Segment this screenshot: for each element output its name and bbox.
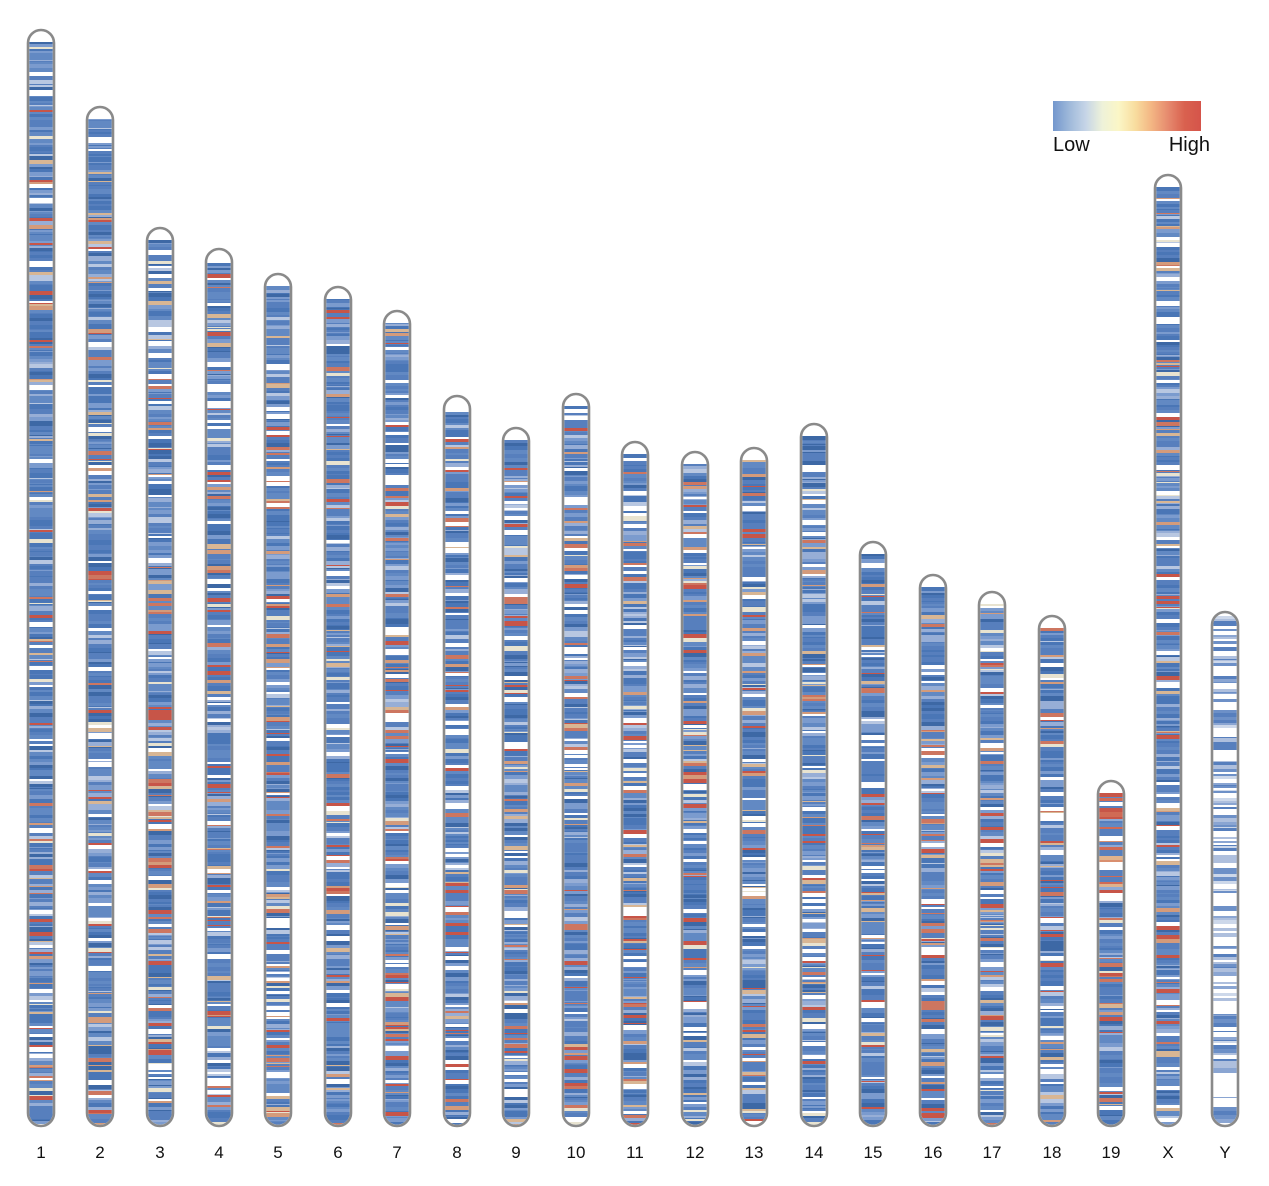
chromosome-1-bands xyxy=(29,42,53,1125)
chromosome-16-bands xyxy=(921,587,945,1125)
chromosome-16-outline xyxy=(918,573,948,1128)
chromosome-11: 11 xyxy=(620,440,650,1162)
chromosome-4-bands xyxy=(207,261,231,1125)
chromosome-3: 3 xyxy=(145,226,175,1162)
legend-gradient-bar xyxy=(1053,101,1201,131)
chromosome-Y: Y xyxy=(1210,610,1240,1162)
chromosome-11-outline xyxy=(620,440,650,1128)
chromosome-label: 16 xyxy=(924,1143,943,1162)
chromosome-9-outline xyxy=(501,426,531,1128)
legend-low-label: Low xyxy=(1053,134,1090,156)
chromosome-label: 9 xyxy=(511,1143,520,1162)
chromosome-label: 10 xyxy=(567,1143,586,1162)
chromosome-15-outline xyxy=(858,540,888,1128)
chromosome-17-bands xyxy=(980,604,1004,1125)
chromosome-label: 7 xyxy=(392,1143,401,1162)
chromosome-7-outline xyxy=(382,309,412,1128)
chromosome-14: 14 xyxy=(799,422,829,1162)
chromosome-12: 12 xyxy=(680,450,710,1162)
chromosome-13-bands xyxy=(742,460,766,1125)
chromosome-6: 6 xyxy=(323,285,353,1162)
chromosome-label: 5 xyxy=(273,1143,282,1162)
chromosome-13: 13 xyxy=(739,446,769,1162)
chromosome-5-outline xyxy=(263,272,293,1128)
chromosome-label: 12 xyxy=(686,1143,705,1162)
chromosome-18: 18 xyxy=(1037,614,1067,1162)
chromosome-label: 19 xyxy=(1102,1143,1121,1162)
chromosome-17-outline xyxy=(977,590,1007,1128)
chromosome-label: 17 xyxy=(983,1143,1002,1162)
chromosome-13-outline xyxy=(739,446,769,1128)
chromosome-9: 9 xyxy=(501,426,531,1162)
chromosome-3-bands xyxy=(148,240,172,1125)
chromosome-label: 1 xyxy=(36,1143,45,1162)
chromosome-7-bands xyxy=(385,323,409,1125)
chromosome-5: 5 xyxy=(263,272,293,1162)
legend-gradient-fill xyxy=(1053,101,1201,131)
chromosome-10-outline xyxy=(561,392,591,1128)
chromosome-label: 3 xyxy=(155,1143,164,1162)
chromosome-2-bands xyxy=(88,119,112,1125)
chromosome-label: Y xyxy=(1219,1143,1230,1162)
chromosome-19-outline xyxy=(1096,779,1126,1128)
chromosome-6-bands xyxy=(326,299,350,1125)
chromosome-15: 15 xyxy=(858,540,888,1162)
legend-labels: Low High xyxy=(1053,134,1210,156)
chromosome-label: 2 xyxy=(95,1143,104,1162)
chromosome-15-bands xyxy=(861,554,885,1125)
chromosome-label: 13 xyxy=(745,1143,764,1162)
chromosome-label: 8 xyxy=(452,1143,461,1162)
chromosome-3-outline xyxy=(145,226,175,1128)
chromosome-label: 4 xyxy=(214,1143,223,1162)
chromosome-11-bands xyxy=(623,454,647,1125)
chromosome-18-outline xyxy=(1037,614,1067,1128)
chromosome-1: 1 xyxy=(26,28,56,1162)
chromosome-label: 15 xyxy=(864,1143,883,1162)
chromosome-18-bands xyxy=(1040,628,1064,1125)
chromosome-Y-bands xyxy=(1213,614,1237,1125)
chromosome-8: 8 xyxy=(442,394,472,1162)
chromosome-label: 18 xyxy=(1043,1143,1062,1162)
chromosome-6-outline xyxy=(323,285,353,1128)
color-legend: Low High xyxy=(1053,101,1210,156)
chromosome-X-outline xyxy=(1153,173,1183,1128)
chromosome-label: 6 xyxy=(333,1143,342,1162)
legend-high-label: High xyxy=(1168,134,1210,156)
chromosome-10: 10 xyxy=(561,392,591,1162)
chromosome-12-outline xyxy=(680,450,710,1128)
chromosome-4: 4 xyxy=(204,247,234,1162)
chromosome-12-bands xyxy=(683,464,707,1125)
chromosome-X-bands xyxy=(1156,187,1180,1125)
chromosome-4-outline xyxy=(204,247,234,1128)
chromosome-X: X xyxy=(1153,173,1183,1162)
chromosome-14-bands xyxy=(802,436,826,1125)
chromosome-2: 2 xyxy=(85,105,115,1162)
chromosome-17: 17 xyxy=(977,590,1007,1162)
chromosome-10-bands xyxy=(564,406,588,1125)
chromosome-7: 7 xyxy=(382,309,412,1162)
chromosome-Y-outline xyxy=(1210,610,1240,1128)
chromosome-8-bands xyxy=(445,408,469,1125)
chromosome-8-outline xyxy=(442,394,472,1128)
chromosome-2-outline xyxy=(85,105,115,1128)
chromosome-19-bands xyxy=(1099,793,1123,1125)
chromosome-19: 19 xyxy=(1096,779,1126,1162)
chromosome-label: X xyxy=(1162,1143,1173,1162)
chromosome-14-outline xyxy=(799,422,829,1128)
chromosome-label: 14 xyxy=(805,1143,824,1162)
chromosome-9-bands xyxy=(504,440,528,1125)
chromosome-1-outline xyxy=(26,28,56,1128)
chromosome-16: 16 xyxy=(918,573,948,1162)
chromosome-label: 11 xyxy=(626,1143,644,1162)
chromosome-5-bands xyxy=(266,286,290,1125)
